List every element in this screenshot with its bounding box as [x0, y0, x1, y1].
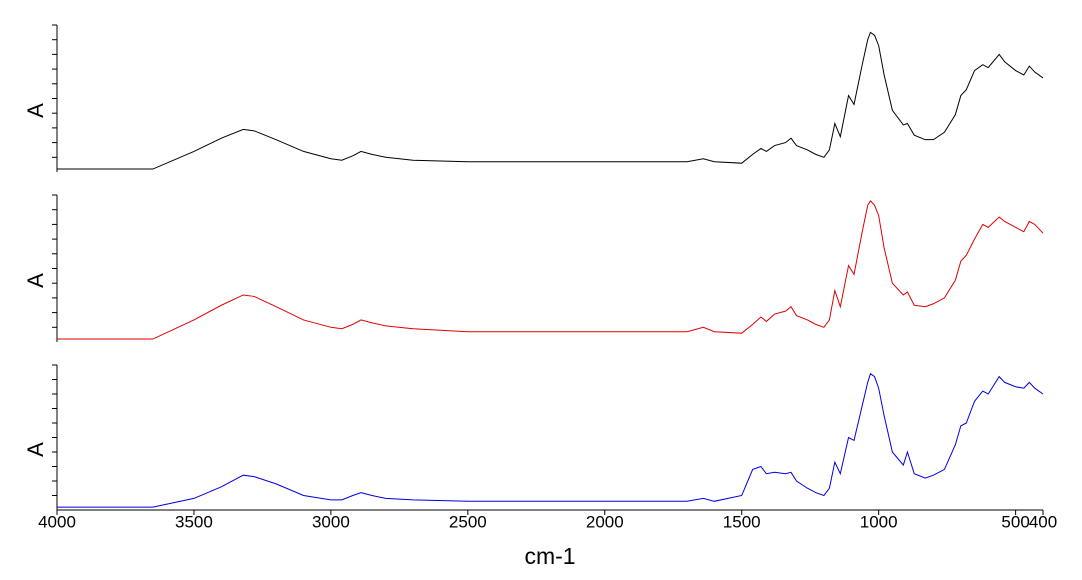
x-tick-label: 1000 — [860, 512, 898, 531]
x-tick-label: 2500 — [449, 512, 487, 531]
spectrum-line — [57, 31, 1044, 170]
y-axis-label: A — [23, 273, 48, 288]
x-axis-label: cm-1 — [524, 543, 575, 569]
x-tick-label: 2000 — [586, 512, 624, 531]
x-tick-label: 500 — [1001, 512, 1029, 531]
spectrum-line — [57, 372, 1044, 508]
x-tick-label: 4000 — [38, 512, 76, 531]
x-tick-label: 400 — [1029, 512, 1057, 531]
y-axis-label: A — [23, 103, 48, 118]
x-tick-label: 3000 — [312, 512, 350, 531]
x-tick-label: 3500 — [175, 512, 213, 531]
x-tick-label: 1500 — [723, 512, 761, 531]
spectrum-line — [57, 200, 1044, 340]
y-axis-label: A — [23, 442, 48, 457]
